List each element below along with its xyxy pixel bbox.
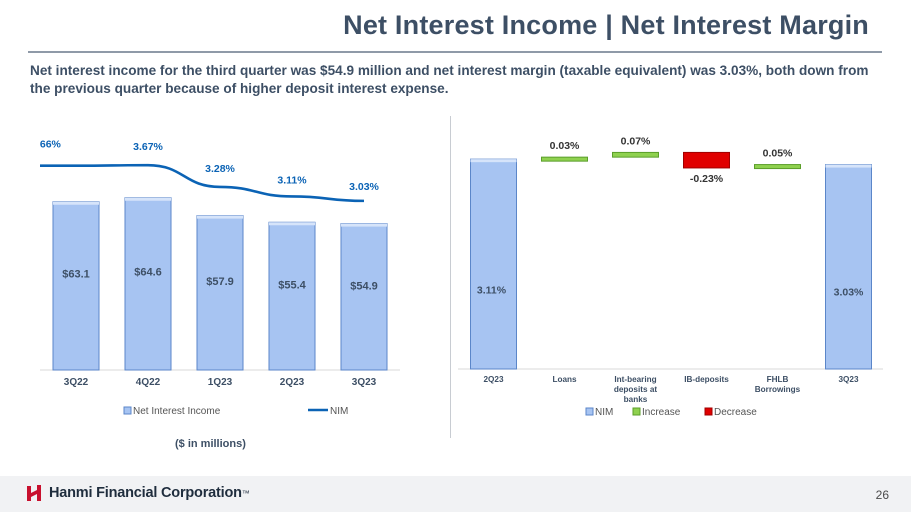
units-note: ($ in millions) <box>175 438 246 450</box>
x-tick-label: Borrowings <box>755 385 801 394</box>
chart-divider <box>450 116 451 438</box>
page-subtitle: Net interest income for the third quarte… <box>30 63 869 96</box>
waterfall-bar-decrease <box>683 151 730 169</box>
nii-bar-3q22 <box>52 201 100 371</box>
nii-bar-highlight <box>197 215 243 219</box>
nii-value-label: $57.9 <box>206 276 234 288</box>
waterfall-value-label: -0.23% <box>690 173 724 185</box>
x-tick-label: banks <box>624 395 648 404</box>
page-number: 26 <box>875 488 889 502</box>
x-tick-label: Loans <box>552 375 577 384</box>
company-logo[interactable]: Hanmi Financial Corporation ™ <box>26 484 250 502</box>
legend-swatch <box>585 407 594 416</box>
waterfall-bar-highlight <box>825 164 872 168</box>
x-tick-label: 3Q23 <box>352 377 377 388</box>
nii-bar-3q23 <box>340 223 388 371</box>
waterfall-bar-total <box>825 164 872 370</box>
nii-bar-4q22 <box>124 197 172 371</box>
legend-label: NIM <box>595 407 613 418</box>
nim-value-label: 3.11% <box>277 174 307 186</box>
x-tick-label: 4Q22 <box>136 377 161 388</box>
company-name: Hanmi Financial Corporation <box>49 485 242 501</box>
x-tick-label: deposits at <box>614 385 657 394</box>
legend-label: Increase <box>642 407 681 418</box>
nii-value-label: $64.6 <box>134 266 162 278</box>
title-rule <box>28 51 882 53</box>
nii-value-label: $63.1 <box>62 268 90 280</box>
x-tick-label: Int-bearing <box>614 375 656 384</box>
x-tick-label: 3Q23 <box>838 375 858 384</box>
legend-label: Net Interest Income <box>133 406 221 417</box>
waterfall-bar-increase <box>754 164 801 170</box>
waterfall-bar-highlight <box>470 159 517 163</box>
x-tick-label: 3Q22 <box>64 377 89 388</box>
x-tick-label: IB-deposits <box>684 375 729 384</box>
waterfall-value-label: 0.07% <box>621 135 651 147</box>
waterfall-value-label: 0.03% <box>550 140 580 152</box>
nii-bar-highlight <box>125 197 171 201</box>
hanmi-logo-icon <box>27 485 41 501</box>
net-interest-income-chart: $63.1 3Q22 $64.6 4Q22 $57.9 1Q23 $55.4 2Q23 $54.… <box>40 139 400 417</box>
nii-value-label: $54.9 <box>350 280 378 292</box>
legend-bar-swatch <box>123 406 132 415</box>
nim-value-label: 3.28% <box>205 163 235 175</box>
x-tick-label: FHLB <box>767 375 789 384</box>
nim-value-label: 3.67% <box>133 141 163 153</box>
legend-label: Decrease <box>714 407 757 418</box>
waterfall-value-label: 0.05% <box>763 148 793 160</box>
x-tick-label: 2Q23 <box>280 377 305 388</box>
nii-bar-2q23 <box>268 221 316 371</box>
waterfall-value-label: 3.11% <box>477 284 507 296</box>
page-title: Net Interest Income | Net Interest Margi… <box>343 10 869 40</box>
nii-bar-highlight <box>53 201 99 205</box>
nim-line <box>40 163 365 203</box>
legend-swatch <box>704 407 713 416</box>
nii-bar-highlight <box>269 222 315 226</box>
nim-value-label: 3.66% <box>40 139 62 151</box>
trademark-mark: ™ <box>241 488 250 498</box>
nii-bar-1q23 <box>196 215 244 371</box>
nii-bar-highlight <box>341 223 387 227</box>
nim-waterfall-chart: 3.11% 2Q23 0.03% Loans 0.07% Int-bearingdepos… <box>458 135 883 418</box>
waterfall-bar-total <box>470 158 517 370</box>
legend-label: NIM <box>330 406 348 417</box>
waterfall-bar-increase <box>612 151 659 158</box>
x-tick-label: 2Q23 <box>483 375 503 384</box>
waterfall-bar-increase <box>541 156 588 162</box>
x-tick-label: 1Q23 <box>208 377 233 388</box>
nim-value-label: 3.03% <box>349 181 379 193</box>
legend-swatch <box>632 407 641 416</box>
footer-bar <box>0 476 911 512</box>
waterfall-value-label: 3.03% <box>834 286 864 298</box>
nii-value-label: $55.4 <box>278 280 306 292</box>
